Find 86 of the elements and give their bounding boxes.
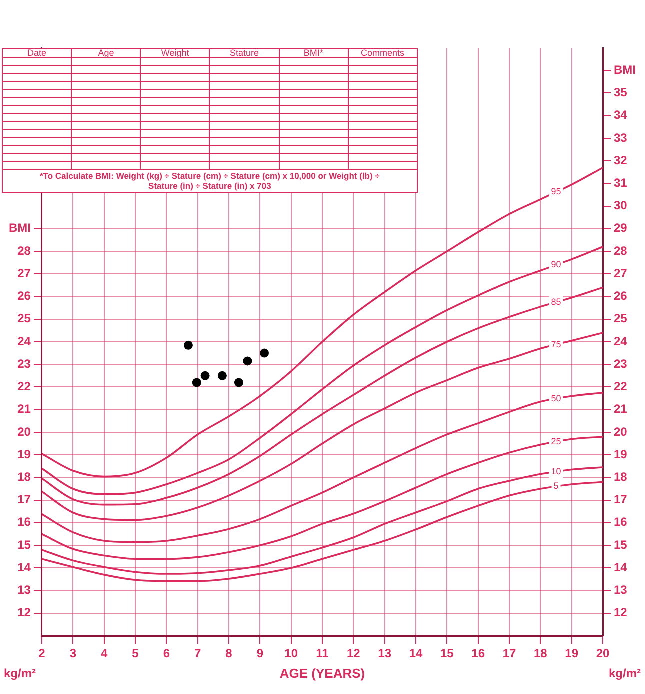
y-tick-label: 24 xyxy=(18,334,32,348)
y2-tick-label: 33 xyxy=(614,130,628,145)
y2-tick-label: 25 xyxy=(614,312,628,326)
point xyxy=(192,378,202,388)
x-tick-label: 10 xyxy=(284,646,298,661)
y-tick-label: 17 xyxy=(18,492,32,507)
x-tick-label: 6 xyxy=(163,646,170,661)
point xyxy=(260,348,270,358)
series-label: 85 xyxy=(551,296,562,307)
x-tick-label: 15 xyxy=(440,646,454,661)
x-tick-label: 4 xyxy=(100,646,108,661)
x-axis-title: AGE (YEARS) xyxy=(280,666,366,681)
y2-tick-label: BMI xyxy=(614,62,636,77)
y2-tick-label: 14 xyxy=(614,560,628,574)
series-label: 90 xyxy=(551,260,562,270)
annotation: *To Calculate BMI: Weight (kg) ÷ Stature (cm) ÷ Stature (cm) x 10,000 or Weight (lb) ÷ Stature (in) ÷ Stature (in) x 703 xyxy=(2,170,418,192)
annotation: Stature xyxy=(210,48,280,58)
y2-tick-label: 16 xyxy=(614,515,628,530)
point xyxy=(200,371,210,380)
y2-tick-label: 21 xyxy=(614,402,628,416)
y-tick-label: 23 xyxy=(18,356,32,371)
point xyxy=(184,340,193,350)
x-tick-label: 14 xyxy=(409,646,423,661)
x-tick-label: 13 xyxy=(378,646,392,661)
y-tick-label: 25 xyxy=(18,312,32,326)
y2-tick-label: 30 xyxy=(614,198,628,213)
series-label: 75 xyxy=(551,339,562,350)
annotation: Weight xyxy=(140,48,210,58)
y-tick-label: 14 xyxy=(18,560,32,574)
y2-tick-label: 35 xyxy=(614,86,628,100)
point xyxy=(218,371,227,380)
annotation: BMI* xyxy=(279,48,348,58)
y2-tick-label: 26 xyxy=(614,289,628,304)
x-tick-label: 12 xyxy=(346,646,361,661)
y-tick-label: 26 xyxy=(18,289,32,304)
y-tick-label: 28 xyxy=(18,244,32,258)
x-tick-label: 7 xyxy=(194,646,202,661)
y-tick-label: 19 xyxy=(18,447,32,462)
point xyxy=(243,356,252,366)
y-tick-label: 20 xyxy=(18,424,32,439)
y2-tick-label: 22 xyxy=(614,380,628,394)
y2-tick-label: 29 xyxy=(614,221,628,236)
series-label: 5 xyxy=(554,481,559,492)
series-label: 50 xyxy=(551,394,562,404)
point xyxy=(234,378,244,388)
x-tick-label: 11 xyxy=(316,646,330,661)
series-label: 10 xyxy=(551,466,562,477)
annotation: Comments xyxy=(348,48,418,58)
y2-tick-label: 34 xyxy=(614,108,628,122)
y2-tick-label: 17 xyxy=(614,492,628,507)
series-label: 25 xyxy=(551,436,562,447)
y-tick-label: 15 xyxy=(18,538,32,552)
x-tick-label: 19 xyxy=(565,646,579,661)
y2-tick-label: 24 xyxy=(614,334,628,348)
x-tick-label: 5 xyxy=(132,646,140,661)
y-tick-label: 27 xyxy=(18,266,32,280)
y2-tick-label: 19 xyxy=(614,447,628,462)
y-tick-label: 12 xyxy=(18,606,32,620)
y2-tick-label: 23 xyxy=(614,356,628,371)
annotation: Date xyxy=(2,48,72,58)
y-tick-label: 22 xyxy=(18,380,32,394)
y2-tick-label: 27 xyxy=(614,266,628,280)
x-tick-label: 3 xyxy=(70,646,77,661)
y2-tick-label: 28 xyxy=(614,244,628,258)
x-tick-label: 2 xyxy=(38,646,46,661)
series-label: 95 xyxy=(551,186,562,197)
y2-axis-title: kg/m² xyxy=(608,666,641,680)
y-tick-label: BMI xyxy=(8,221,31,236)
y-axis-title: kg/m² xyxy=(4,666,36,680)
y2-tick-label: 12 xyxy=(614,606,628,620)
y-tick-label: 18 xyxy=(18,470,32,484)
x-tick-label: 8 xyxy=(226,646,233,661)
x-tick-label: 17 xyxy=(502,646,516,661)
y2-tick-label: 18 xyxy=(614,470,628,484)
x-tick-label: 20 xyxy=(596,646,610,661)
y-tick-label: 16 xyxy=(18,515,32,530)
x-tick-label: 9 xyxy=(256,646,264,661)
y2-tick-label: 32 xyxy=(614,153,628,168)
y2-tick-label: 15 xyxy=(614,538,628,552)
y2-tick-label: 20 xyxy=(614,424,628,439)
x-tick-label: 18 xyxy=(534,646,548,661)
y-tick-label: 13 xyxy=(18,583,32,598)
x-tick-label: 16 xyxy=(472,646,486,661)
y2-tick-label: 31 xyxy=(614,176,628,190)
y-tick-label: 21 xyxy=(18,402,32,416)
y2-tick-label: 13 xyxy=(614,583,628,598)
